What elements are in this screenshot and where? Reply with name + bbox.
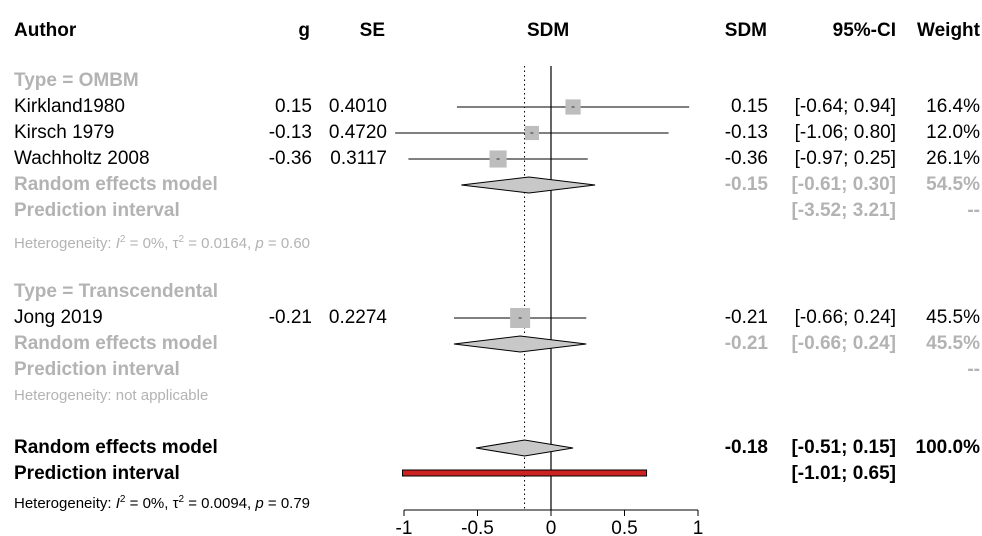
study-weight: 26.1% [926, 148, 980, 169]
study-author: Kirkland1980 [14, 96, 125, 117]
subgroup-re-label: Random effects model [14, 333, 218, 354]
study-author: Kirsch 1979 [14, 122, 115, 143]
study-author: Wachholtz 2008 [14, 148, 150, 169]
study-se: 0.3117 [330, 148, 387, 169]
x-axis-tick-label: -1 [396, 518, 413, 536]
header-ci: 95%-CI [832, 20, 896, 41]
study-se: 0.4720 [328, 122, 387, 143]
x-axis-tick-label: 0 [546, 518, 557, 536]
overall-re-sdm: -0.18 [724, 437, 768, 458]
group-label-ombm: Type = OMBM [14, 70, 139, 91]
study-se: 0.2274 [328, 307, 387, 328]
study-g: 0.15 [275, 96, 312, 117]
study-sdm: 0.15 [731, 96, 768, 117]
study-weight: 45.5% [926, 307, 980, 328]
study-sdm: -0.13 [724, 122, 768, 143]
subgroup-re-sdm: -0.15 [724, 174, 768, 195]
study-ci: [-1.06; 0.80] [794, 122, 896, 143]
subgroup-re-weight: 54.5% [926, 174, 980, 195]
subgroup-pi-weight: -- [967, 359, 980, 380]
study-g: -0.36 [268, 148, 312, 169]
header-se: SE [359, 20, 385, 41]
study-se: 0.4010 [328, 96, 387, 117]
x-axis-tick-label: 1 [693, 518, 704, 536]
subgroup-pi-ci: [-3.52; 3.21] [791, 200, 896, 221]
subgroup-re-ci: [-0.66; 0.24] [791, 333, 896, 354]
overall-re-label: Random effects model [14, 437, 218, 458]
subgroup-diamond [461, 176, 596, 194]
study-sdm: -0.36 [724, 148, 768, 169]
subgroup-re-weight: 45.5% [926, 333, 980, 354]
prediction-interval-bar [402, 469, 648, 477]
subgroup-pi-label: Prediction interval [14, 359, 180, 380]
x-axis-tick-label: -0.5 [461, 518, 494, 536]
subgroup-pi-label: Prediction interval [14, 200, 180, 221]
study-g: -0.21 [268, 307, 312, 328]
study-g: -0.13 [268, 122, 312, 143]
study-sdm: -0.21 [724, 307, 768, 328]
study-ci: [-0.64; 0.94] [794, 96, 896, 117]
study-ci: [-0.97; 0.25] [794, 148, 896, 169]
header-sdm-plot: SDM [527, 20, 570, 41]
x-axis-tick-label: 0.5 [611, 518, 637, 536]
overall-heterogeneity: Heterogeneity: I2 = 0%, τ2 = 0.0094, p =… [14, 494, 311, 512]
overall-pi-label: Prediction interval [14, 463, 180, 484]
overall-re-weight: 100.0% [915, 437, 980, 458]
subgroup-heterogeneity: Heterogeneity: I2 = 0%, τ2 = 0.0164, p =… [14, 234, 311, 252]
header-sdm: SDM [724, 20, 767, 41]
subgroup-diamond [453, 335, 587, 353]
subgroup-heterogeneity: Heterogeneity: not applicable [14, 387, 209, 404]
header-weight: Weight [917, 20, 980, 41]
group-label-transcendental: Type = Transcendental [14, 281, 218, 302]
overall-diamond [475, 439, 574, 457]
subgroup-re-ci: [-0.61; 0.30] [791, 174, 896, 195]
subgroup-re-sdm: -0.21 [724, 333, 768, 354]
header-author: Author [14, 20, 77, 41]
study-ci: [-0.66; 0.24] [794, 307, 896, 328]
subgroup-pi-weight: -- [967, 200, 980, 221]
overall-re-ci: [-0.51; 0.15] [791, 437, 896, 458]
study-author: Jong 2019 [14, 307, 103, 328]
header-g: g [298, 20, 310, 41]
overall-pi-ci: [-1.01; 0.65] [791, 463, 896, 484]
study-weight: 12.0% [926, 122, 980, 143]
study-weight: 16.4% [926, 96, 980, 117]
subgroup-re-label: Random effects model [14, 174, 218, 195]
